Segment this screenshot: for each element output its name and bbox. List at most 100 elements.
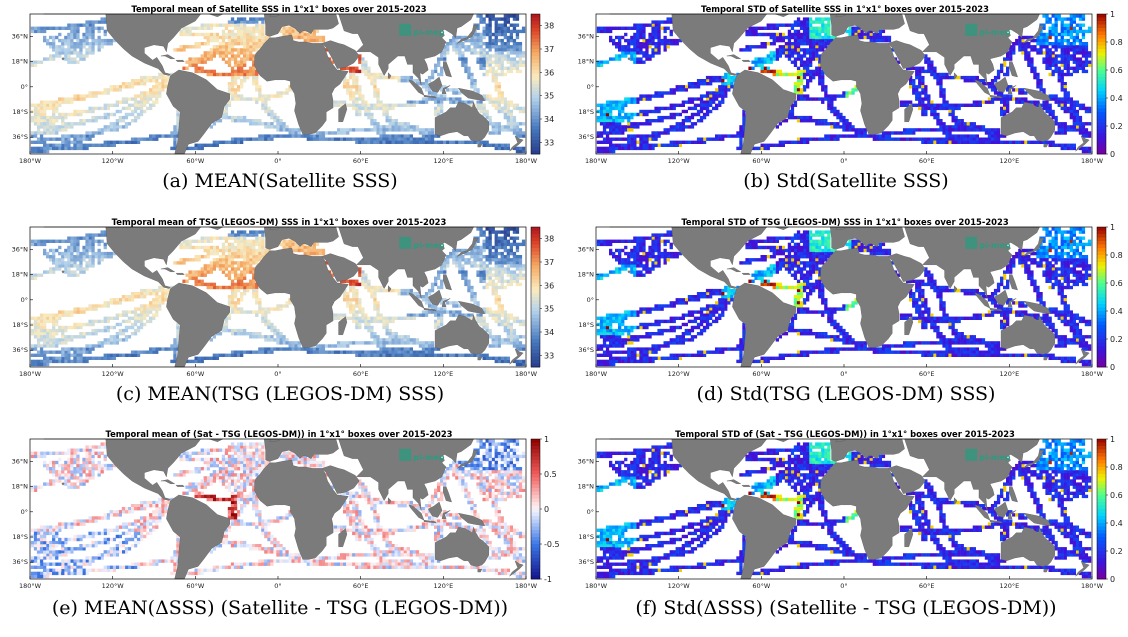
data-cell [364, 60, 368, 64]
data-cell [403, 137, 407, 141]
data-cell [227, 304, 232, 308]
data-cell [39, 60, 44, 64]
data-cell [124, 82, 129, 86]
data-cell [609, 26, 613, 30]
data-cell [918, 69, 922, 74]
data-cell [434, 140, 438, 144]
data-cell [421, 131, 426, 135]
data-cell [705, 106, 710, 111]
data-cell [1084, 48, 1089, 52]
data-cell [942, 94, 946, 98]
data-cell [188, 29, 192, 34]
data-cell [942, 97, 946, 101]
data-cell [954, 122, 958, 126]
data-cell [379, 72, 383, 77]
data-cell [521, 60, 526, 64]
data-cell [249, 261, 253, 265]
data-cell [233, 304, 238, 308]
data-cell [981, 100, 986, 104]
data-cell [627, 112, 631, 117]
data-cell [942, 128, 946, 132]
data-cell [615, 26, 619, 30]
data-cell [276, 328, 280, 333]
data-cell [282, 91, 286, 95]
data-cell [497, 146, 501, 151]
data-cell [49, 42, 53, 46]
data-cell [233, 115, 238, 120]
data-cell [1069, 42, 1073, 46]
data-cell [648, 97, 652, 101]
data-cell [978, 137, 982, 141]
data-cell [194, 26, 198, 30]
data-cell [681, 109, 685, 114]
data-cell [1036, 103, 1040, 107]
data-cell [921, 106, 925, 111]
data-cell [966, 125, 970, 129]
data-cell [133, 103, 138, 107]
data-cell [194, 143, 198, 147]
data-cell [503, 14, 507, 18]
data-cell [657, 115, 661, 120]
data-cell [802, 29, 807, 34]
data-cell [733, 79, 737, 83]
data-cell [249, 97, 253, 101]
data-cell [476, 38, 480, 43]
colorbar-segment [531, 70, 540, 74]
data-cell [497, 109, 501, 114]
data-cell [748, 32, 752, 37]
data-cell [246, 45, 250, 49]
data-cell [206, 51, 210, 55]
data-cell [139, 310, 144, 314]
data-cell [1072, 45, 1076, 49]
data-cell [812, 29, 816, 34]
data-cell [802, 60, 807, 64]
data-cell [36, 332, 41, 336]
data-cell [618, 112, 622, 117]
data-cell [966, 103, 970, 107]
data-cell [255, 261, 259, 265]
data-cell [1051, 72, 1055, 77]
data-cell [1057, 32, 1061, 37]
data-cell [972, 137, 976, 141]
data-cell [1084, 54, 1089, 58]
data-cell [143, 109, 147, 114]
data-cell [182, 258, 186, 262]
data-cell [500, 97, 504, 101]
data-cell [815, 119, 819, 123]
data-cell [663, 143, 667, 147]
data-cell [182, 279, 186, 283]
data-cell [288, 88, 292, 92]
data-cell [230, 38, 235, 43]
data-cell [97, 341, 101, 345]
data-cell [1051, 109, 1055, 114]
data-cell [182, 32, 186, 37]
data-cell [1069, 54, 1073, 58]
data-cell [236, 17, 241, 21]
data-cell [1063, 29, 1067, 34]
data-cell [236, 54, 241, 58]
data-cell [221, 255, 226, 259]
data-cell [349, 137, 353, 141]
data-cell [1066, 125, 1070, 129]
data-cell [1027, 57, 1031, 61]
data-cell [182, 48, 186, 52]
data-cell [1060, 82, 1064, 86]
data-cell [663, 106, 667, 111]
data-cell [233, 140, 238, 144]
data-cell [1030, 60, 1034, 64]
data-cell [36, 109, 41, 114]
data-cell [960, 140, 964, 144]
data-cell [1081, 63, 1086, 67]
data-cell [488, 14, 492, 18]
data-cell [1051, 97, 1055, 101]
data-cell [139, 100, 144, 104]
data-cell [243, 51, 247, 55]
data-cell [787, 112, 792, 117]
data-cell [927, 66, 931, 70]
data-cell [240, 35, 244, 40]
data-cell [705, 79, 710, 83]
data-cell [945, 100, 949, 104]
data-cell [1051, 69, 1055, 74]
data-cell [82, 307, 86, 311]
data-cell [273, 119, 277, 123]
